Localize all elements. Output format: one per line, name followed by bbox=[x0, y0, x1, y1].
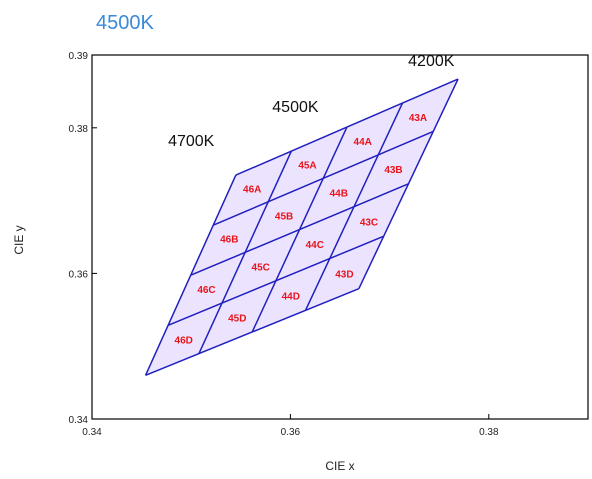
bin-label-43c: 43C bbox=[360, 217, 378, 228]
cct-label-4700k: 4700K bbox=[168, 133, 215, 150]
plot-frame bbox=[91, 54, 589, 420]
bin-label-45b: 45B bbox=[275, 212, 293, 223]
bin-grid-row-line-0 bbox=[235, 78, 459, 176]
y-tick-label-2: 0.38 bbox=[69, 124, 89, 135]
y-tick-label-0: 0.34 bbox=[69, 415, 89, 426]
bin-labels: 46A 45A 44A 43A 46B 45B 44B 43B 46C 45C 44C 43C 46D 4… bbox=[175, 113, 428, 346]
bin-grid-row-line-3 bbox=[167, 235, 384, 326]
bin-grid-row-line-4 bbox=[145, 287, 360, 377]
bin-label-43a: 43A bbox=[409, 113, 427, 124]
bin-label-46c: 46C bbox=[197, 285, 215, 296]
bin-label-43d: 43D bbox=[335, 270, 353, 281]
chart-title: 4500K bbox=[96, 12, 154, 34]
bin-label-46b: 46B bbox=[220, 235, 238, 246]
y-tick-label-3: 0.39 bbox=[69, 51, 89, 62]
bin-label-44a: 44A bbox=[354, 137, 372, 148]
bin-label-44c: 44C bbox=[306, 240, 324, 251]
x-tick-label-1: 0.36 bbox=[281, 427, 301, 438]
bin-label-43b: 43B bbox=[384, 165, 402, 176]
bin-label-46d: 46D bbox=[175, 335, 193, 346]
cct-label-4500k: 4500K bbox=[272, 99, 319, 116]
bin-label-45d: 45D bbox=[228, 313, 246, 324]
bin-label-44d: 44D bbox=[282, 291, 300, 302]
x-tick-label-0: 0.34 bbox=[82, 427, 102, 438]
bin-label-45c: 45C bbox=[252, 262, 270, 273]
cct-labels: 4700K 4500K 4200K bbox=[168, 53, 455, 150]
y-axis-label: CIE y bbox=[12, 225, 26, 254]
x-axis-label: CIE x bbox=[325, 459, 354, 473]
bin-grid-col-line-4 bbox=[358, 78, 459, 290]
y-tick-label-1: 0.36 bbox=[69, 269, 89, 280]
bin-grid bbox=[144, 78, 459, 377]
bin-grid-row-line-2 bbox=[190, 183, 409, 276]
bin-label-46a: 46A bbox=[243, 184, 261, 195]
bin-label-44b: 44B bbox=[330, 188, 348, 199]
x-axis: 0.34 0.36 0.38 bbox=[82, 414, 499, 438]
x-tick-label-2: 0.38 bbox=[479, 427, 499, 438]
bin-label-45a: 45A bbox=[298, 161, 316, 172]
y-axis: 0.34 0.36 0.38 0.39 bbox=[69, 51, 97, 426]
bin-grid-row-line-1 bbox=[212, 130, 434, 226]
cct-label-4200k: 4200K bbox=[408, 53, 455, 70]
